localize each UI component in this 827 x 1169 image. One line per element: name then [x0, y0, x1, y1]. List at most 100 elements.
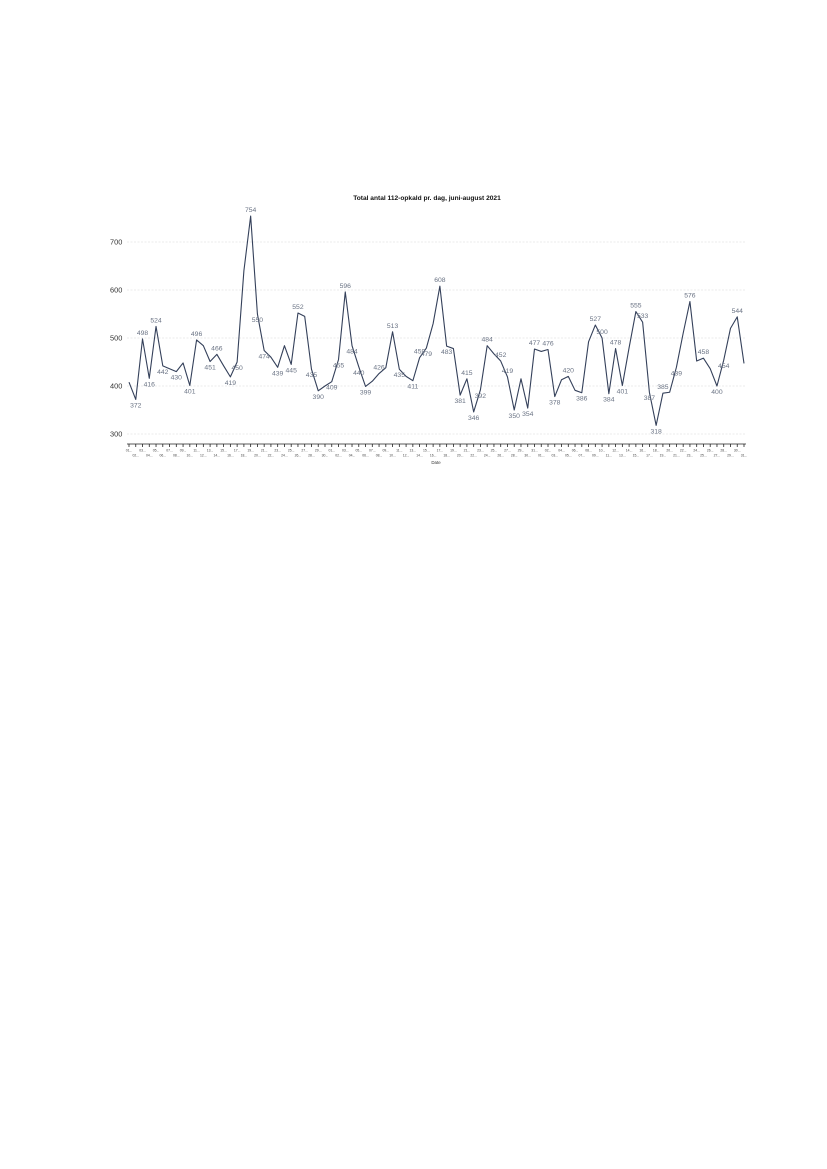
data-label: 318: [650, 428, 662, 435]
x-tick-label: 29...: [518, 449, 525, 453]
x-tick-label: 09...: [592, 454, 599, 458]
x-tick-label: 16...: [227, 454, 234, 458]
data-label: 350: [509, 413, 521, 420]
x-tick-label: 29...: [727, 454, 734, 458]
data-label: 385: [657, 384, 669, 391]
data-label: 439: [272, 370, 284, 377]
x-tick-label: 23...: [687, 454, 694, 458]
data-label: 466: [211, 345, 223, 352]
x-tick-label: 10...: [389, 454, 396, 458]
x-tick-label: 28...: [511, 454, 518, 458]
x-tick-label: 15...: [220, 449, 227, 453]
data-label: 435: [394, 372, 406, 379]
data-label: 384: [603, 397, 615, 404]
x-tick-label: 30...: [734, 449, 741, 453]
x-tick-label: 03...: [139, 449, 146, 453]
data-label: 524: [150, 317, 162, 324]
x-tick-label: 01...: [126, 449, 133, 453]
x-tick-label: 26...: [497, 454, 504, 458]
x-tick-label: 18...: [653, 449, 660, 453]
x-tick-label: 01...: [538, 454, 545, 458]
data-label: 409: [326, 385, 338, 392]
x-axis-label: Date: [431, 460, 441, 465]
x-tick-label: 19...: [660, 454, 667, 458]
x-tick-label: 01...: [328, 449, 335, 453]
data-label: 459: [414, 349, 426, 356]
data-label: 513: [387, 323, 399, 330]
data-label: 419: [225, 380, 237, 387]
x-tick-label: 25...: [288, 449, 295, 453]
data-label: 527: [590, 316, 602, 323]
chart-title: Total antal 112-opkald pr. dag, juni-aug…: [353, 195, 501, 202]
x-tick-label: 03...: [551, 454, 558, 458]
y-tick-label: 700: [110, 238, 122, 247]
x-tick-label: 06...: [159, 454, 166, 458]
x-tick-label: 02...: [132, 454, 139, 458]
x-tick-label: 28...: [720, 449, 727, 453]
data-label: 440: [353, 370, 365, 377]
x-tick-label: 13...: [619, 454, 626, 458]
data-label: 392: [475, 393, 487, 400]
data-label: 498: [137, 330, 149, 337]
x-tick-label: 22...: [268, 454, 275, 458]
x-tick-label: 05...: [355, 449, 362, 453]
x-tick-label: 17...: [437, 449, 444, 453]
x-tick-label: 26...: [295, 454, 302, 458]
x-tick-label: 08...: [173, 454, 180, 458]
x-tick-label: 28...: [308, 454, 315, 458]
x-tick-label: 19...: [247, 449, 254, 453]
x-tick-label: 21...: [261, 449, 268, 453]
x-tick-label: 13...: [410, 449, 417, 453]
x-tick-label: 11...: [193, 449, 199, 453]
x-tick-label: 25...: [700, 454, 707, 458]
data-label: 426: [373, 365, 385, 372]
x-tick-label: 21...: [464, 449, 471, 453]
data-label: 596: [340, 283, 352, 290]
data-label: 401: [617, 389, 629, 396]
data-label: 415: [461, 370, 473, 377]
x-tick-label: 14...: [626, 449, 633, 453]
data-label: 450: [231, 365, 243, 372]
x-tick-label: 24...: [281, 454, 288, 458]
data-label: 483: [441, 349, 453, 356]
x-tick-label: 07...: [166, 449, 173, 453]
data-label: 411: [407, 384, 418, 391]
x-tick-label: 18...: [443, 454, 450, 458]
series-line: [128, 215, 745, 426]
data-label: 555: [630, 303, 642, 310]
x-tick-label: 05...: [565, 454, 572, 458]
y-axis-ticks: 300 400 500 600 700: [110, 238, 122, 439]
data-label: 754: [245, 207, 257, 214]
data-label: 476: [542, 341, 554, 348]
data-label: 401: [184, 389, 196, 396]
x-tick-label: 12...: [403, 454, 410, 458]
x-tick-label: 04...: [558, 449, 565, 453]
data-label: 439: [671, 370, 683, 377]
data-label: 484: [482, 337, 494, 344]
data-label: 416: [144, 381, 156, 388]
x-tick-label: 10...: [599, 449, 606, 453]
x-tick-label: 23...: [477, 449, 484, 453]
x-tick-label: 20...: [254, 454, 261, 458]
data-label: 400: [711, 389, 723, 396]
data-label: 435: [306, 372, 318, 379]
data-label: 420: [563, 367, 575, 374]
x-tick-label: 11...: [396, 449, 402, 453]
x-tick-label: 26...: [707, 449, 714, 453]
y-tick-label: 300: [110, 430, 122, 439]
x-tick-label: 03...: [342, 449, 349, 453]
data-label: 478: [610, 340, 622, 347]
data-label: 544: [732, 308, 744, 315]
data-label: 500: [596, 329, 608, 336]
data-label: 550: [252, 317, 264, 324]
x-tick-label: 02...: [545, 449, 552, 453]
data-label: 381: [454, 398, 466, 405]
x-tick-label: 16...: [639, 449, 646, 453]
data-labels: 3724984165244424304014964514664194507545…: [130, 207, 743, 435]
x-tick-label: 18...: [241, 454, 248, 458]
x-tick-label: 23...: [274, 449, 281, 453]
data-label: 419: [502, 368, 514, 375]
data-label: 387: [644, 395, 656, 402]
x-tick-label: 07...: [578, 454, 585, 458]
data-label: 445: [286, 367, 298, 374]
